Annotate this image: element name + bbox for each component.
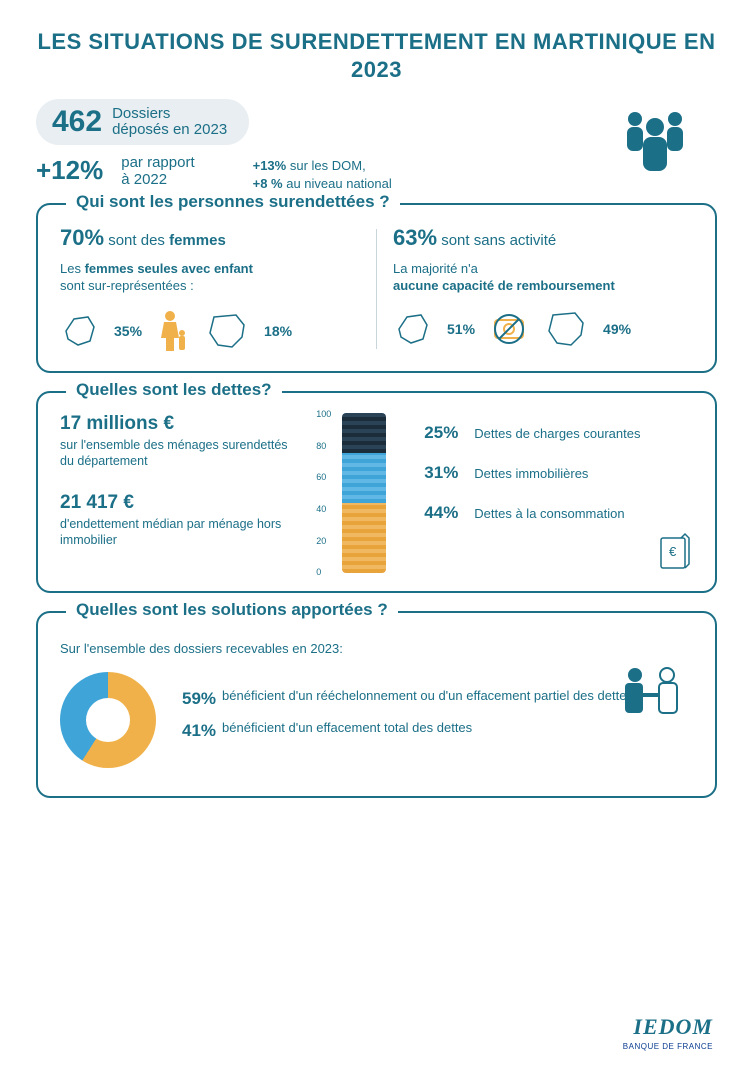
- who-right-france-pct: 49%: [603, 321, 631, 337]
- debts-median-sub: d'endettement médian par ménage hors imm…: [60, 516, 304, 549]
- handshake-icon: [617, 663, 687, 728]
- section-solutions: Quelles sont les solutions apportées ? S…: [36, 611, 717, 798]
- top-stats: 462 Dossiers déposés en 2023 +12% par ra…: [36, 99, 717, 193]
- axis-tick: 100: [316, 409, 331, 419]
- no-money-icon: [489, 312, 529, 346]
- immo-label: Dettes immobilières: [474, 466, 588, 481]
- dom-label: sur les DOM,: [286, 158, 365, 173]
- dom-national-stats: +13% sur les DOM, +8 % au niveau nationa…: [253, 157, 392, 193]
- iedom-logo: IEDOM BANQUE DE FRANCE: [623, 1014, 713, 1051]
- who-right-sub1: La majorité n'a: [393, 261, 478, 276]
- who-divider: [376, 229, 377, 349]
- sol-text-1: bénéficient d'un rééchelonnement ou d'un…: [222, 688, 633, 710]
- france-map-icon: [204, 311, 250, 351]
- sol-pct-2: 41%: [182, 720, 216, 742]
- women-text: sont des: [108, 232, 169, 249]
- charges-pct: 25%: [424, 423, 466, 443]
- people-group-icon: [617, 105, 693, 182]
- section-debts: Quelles sont les dettes? 17 millions € s…: [36, 391, 717, 593]
- who-right-martinique-pct: 51%: [447, 321, 475, 337]
- axis-tick: 20: [316, 536, 331, 546]
- change-pct: +12%: [36, 155, 103, 186]
- solutions-intro: Sur l'ensemble des dossiers recevables e…: [60, 641, 693, 656]
- charges-label: Dettes de charges courantes: [474, 426, 640, 441]
- bar-seg-conso: [342, 503, 386, 573]
- dom-pct: +13%: [253, 158, 287, 173]
- logo-brand: IEDOM: [623, 1014, 713, 1040]
- debts-total: 17 millions €: [60, 413, 304, 435]
- who-left-sub1: Les: [60, 261, 85, 276]
- france-map-icon: [543, 309, 589, 349]
- sol-pct-1: 59%: [182, 688, 216, 710]
- conso-pct: 44%: [424, 503, 466, 523]
- dossiers-label: Dossiers déposés en 2023: [112, 106, 227, 139]
- who-left-col: 70% sont des femmes Les femmes seules av…: [60, 225, 360, 353]
- conso-label: Dettes à la consommation: [474, 506, 624, 521]
- women-bold: femmes: [169, 232, 226, 249]
- women-pct: 70%: [60, 225, 104, 250]
- who-right-sub-bold: aucune capacité de remboursement: [393, 278, 615, 293]
- euro-document-icon: €: [657, 532, 693, 577]
- debts-total-sub: sur l'ensemble des ménages surendettés d…: [60, 437, 304, 470]
- page-title: LES SITUATIONS DE SURENDETTEMENT EN MART…: [36, 28, 717, 83]
- nat-label: au niveau national: [283, 176, 392, 191]
- dossiers-pill: 462 Dossiers déposés en 2023: [36, 99, 249, 145]
- debts-median: 21 417 €: [60, 492, 304, 514]
- axis-tick: 60: [316, 472, 331, 482]
- section-who: Qui sont les personnes surendettées ? 70…: [36, 203, 717, 373]
- who-left-sub-bold: femmes seules avec enfant: [85, 261, 253, 276]
- section-who-title: Qui sont les personnes surendettées ?: [66, 192, 400, 212]
- stacked-bar-chart: 100 80 60 40 20 0: [324, 413, 404, 573]
- axis-tick: 80: [316, 441, 331, 451]
- section-solutions-title: Quelles sont les solutions apportées ?: [66, 600, 398, 620]
- sol-text-2: bénéficient d'un effacement total des de…: [222, 720, 472, 742]
- martinique-map-icon: [393, 309, 433, 349]
- bar-seg-immo: [342, 453, 386, 503]
- inactive-text: sont sans activité: [441, 232, 556, 249]
- section-debts-title: Quelles sont les dettes?: [66, 380, 282, 400]
- bar-axis: 100 80 60 40 20 0: [316, 409, 331, 577]
- nat-pct: +8 %: [253, 176, 283, 191]
- axis-tick: 0: [316, 567, 331, 577]
- logo-subtext: BANQUE DE FRANCE: [623, 1042, 713, 1051]
- martinique-map-icon: [60, 311, 100, 351]
- inactive-pct: 63%: [393, 225, 437, 250]
- who-left-france-pct: 18%: [264, 323, 292, 339]
- who-left-martinique-pct: 35%: [114, 323, 142, 339]
- immo-pct: 31%: [424, 463, 466, 483]
- axis-tick: 40: [316, 504, 331, 514]
- svg-text:€: €: [669, 544, 677, 559]
- solutions-donut-chart: [60, 672, 156, 768]
- who-left-sub2: sont sur-représentées :: [60, 278, 194, 293]
- change-label: par rapport à 2022: [121, 155, 194, 188]
- bar-seg-charges: [342, 413, 386, 453]
- mother-child-icon: [156, 309, 190, 353]
- who-right-col: 63% sont sans activité La majorité n'a a…: [393, 225, 693, 353]
- dossiers-number: 462: [52, 105, 102, 139]
